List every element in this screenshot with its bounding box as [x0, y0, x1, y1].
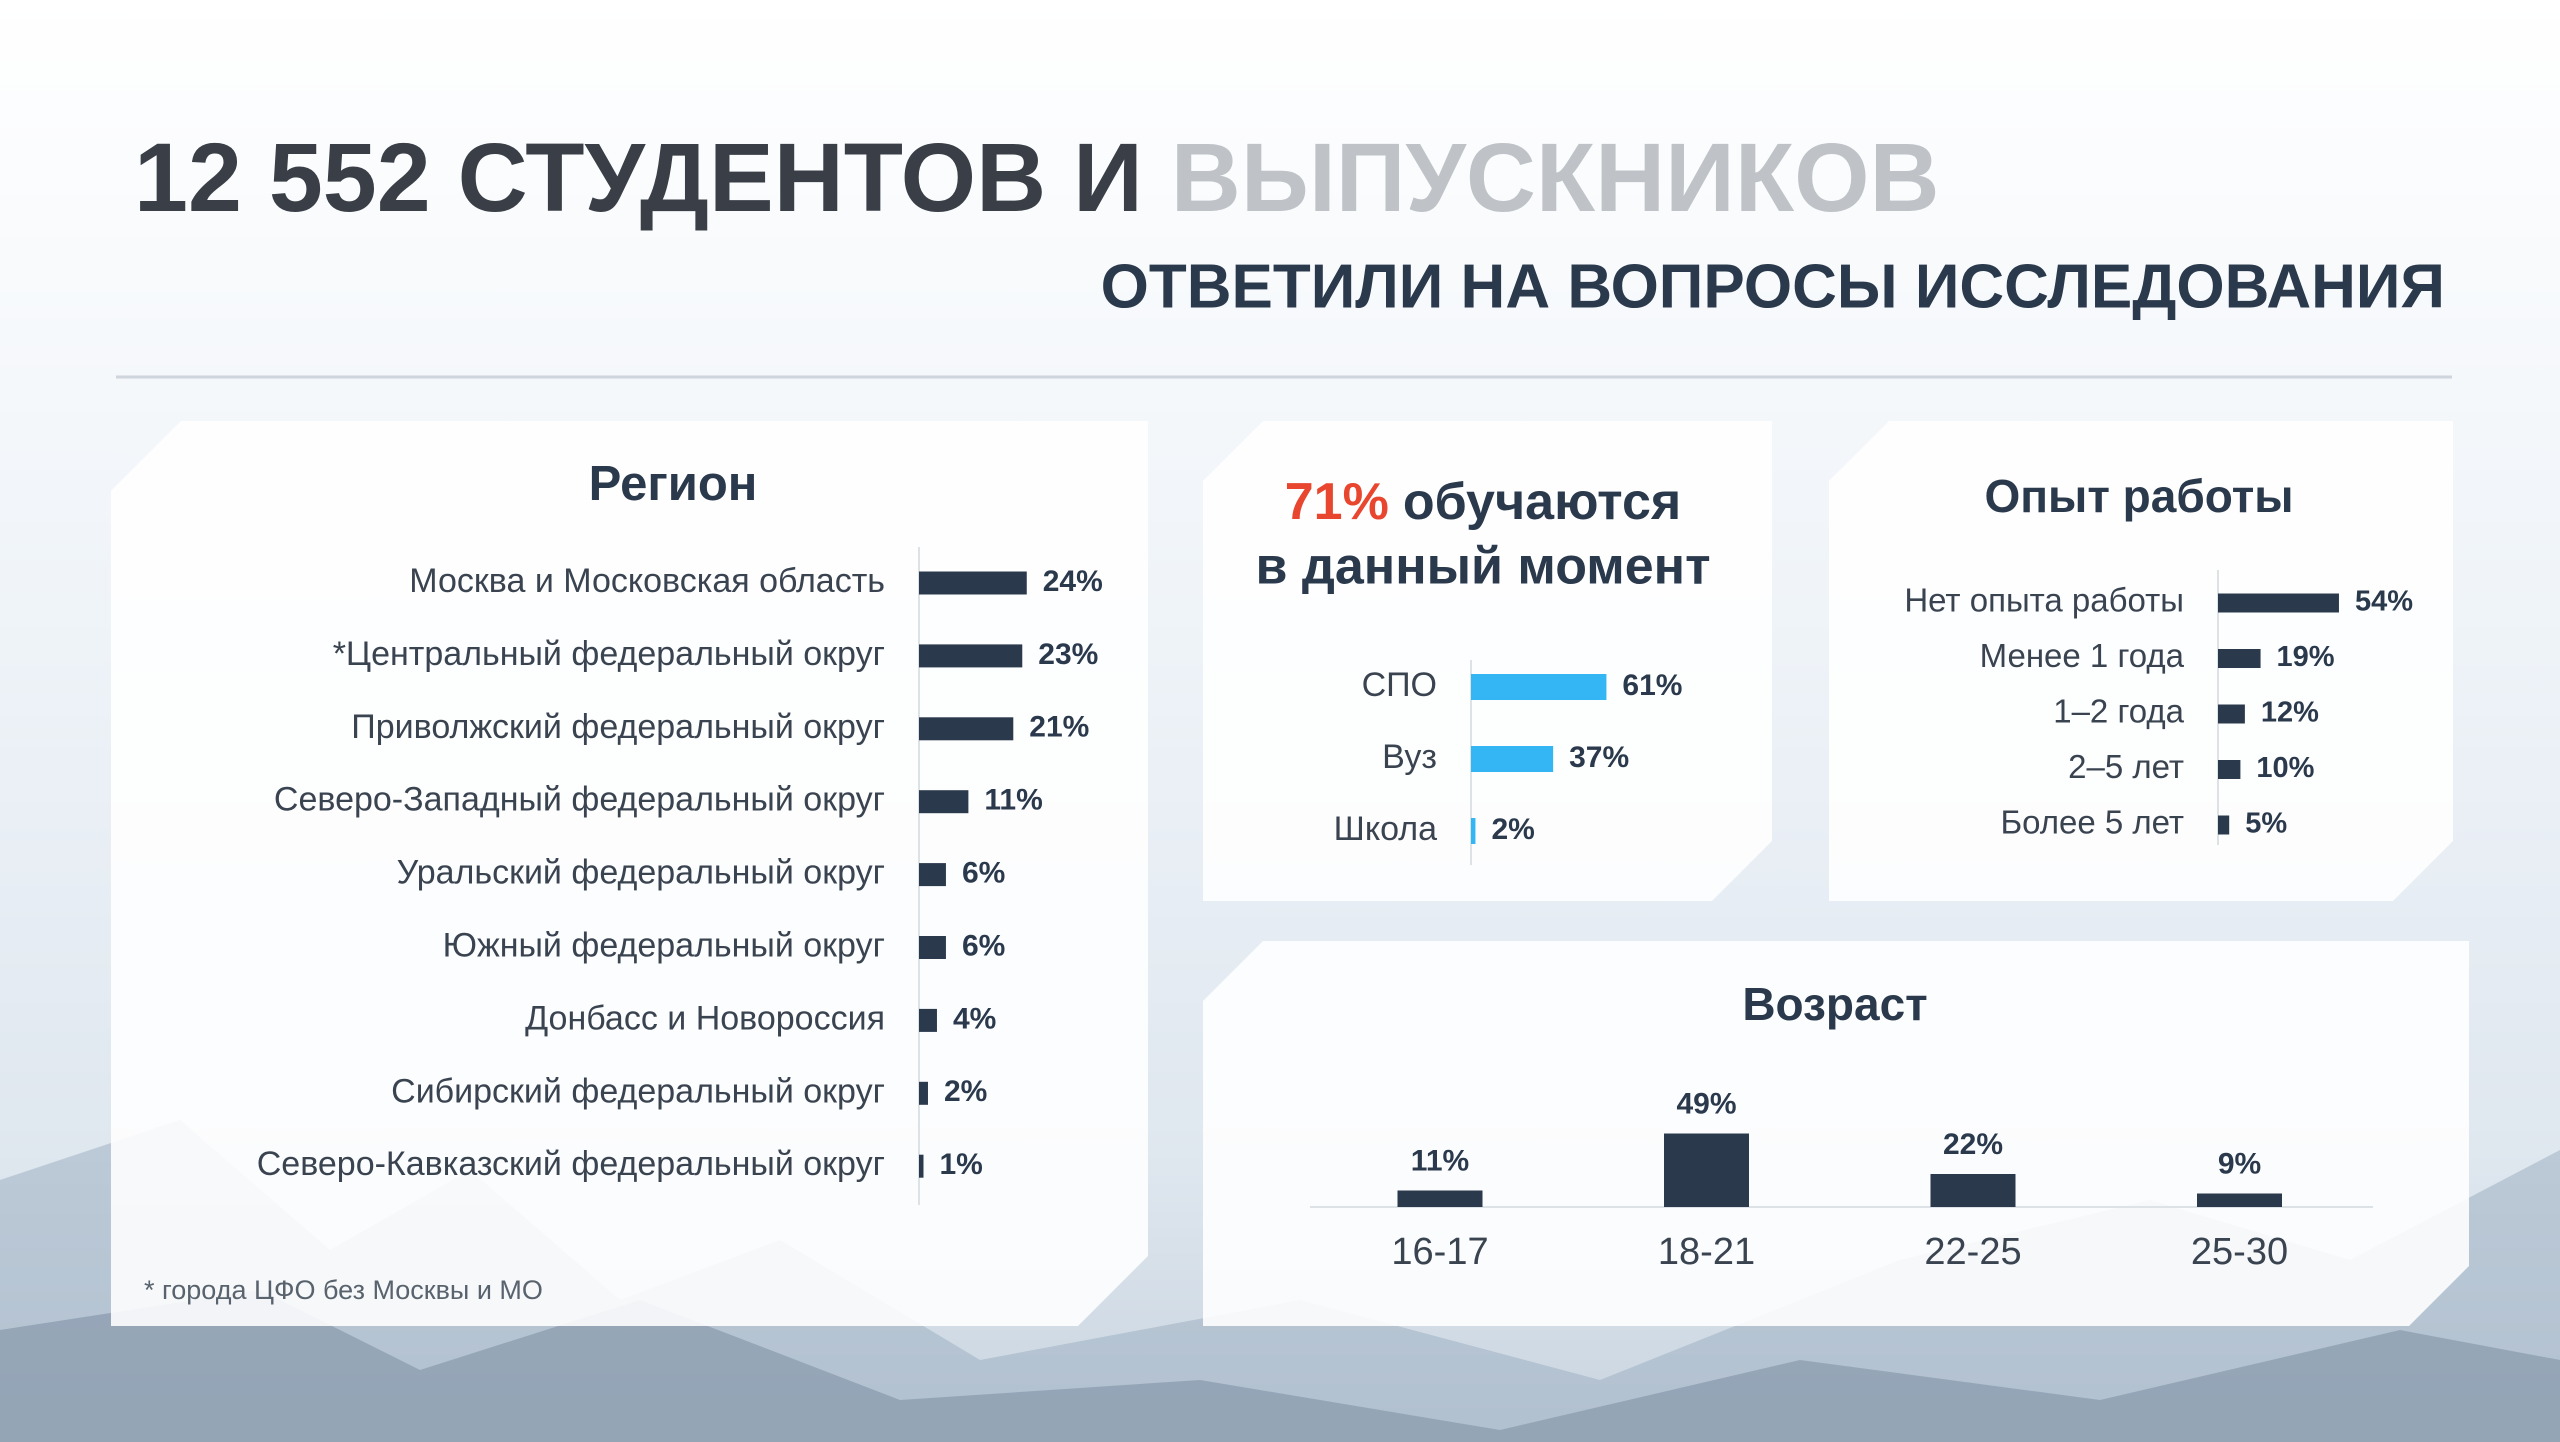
- value-label: 21%: [1029, 711, 1089, 744]
- bar: [2218, 704, 2245, 724]
- category-label: *Центральный федеральный округ: [333, 635, 885, 673]
- value-label: 2%: [1491, 813, 1534, 846]
- bar: [919, 936, 946, 959]
- bar: [919, 1081, 928, 1105]
- category-label: 22-25: [1924, 1231, 2021, 1273]
- bar: [1471, 746, 1554, 772]
- bar: [2218, 649, 2261, 668]
- value-label: 19%: [2277, 641, 2335, 673]
- bar: [919, 644, 1023, 668]
- value-label: 6%: [962, 857, 1005, 890]
- value-label: 49%: [1676, 1087, 1736, 1120]
- mountains: [0, 1120, 2560, 1442]
- value-label: 1%: [939, 1148, 982, 1181]
- bar: [919, 1008, 937, 1032]
- bar: [1471, 818, 1476, 844]
- category-label: СПО: [1362, 666, 1437, 704]
- title-highlight: 71%: [1285, 473, 1389, 531]
- category-label: 25-30: [2191, 1231, 2288, 1273]
- bar: [2218, 760, 2241, 779]
- bar: [1930, 1174, 2016, 1207]
- panel: [1829, 421, 2453, 901]
- value-label: 22%: [1943, 1128, 2003, 1161]
- value-label: 24%: [1043, 565, 1103, 598]
- category-label: Приволжский федеральный округ: [351, 708, 885, 746]
- category-label: Москва и Московская область: [409, 562, 885, 600]
- value-label: 11%: [984, 784, 1042, 817]
- category-label: Школа: [1334, 810, 1437, 848]
- chart-title: Опыт работы: [1984, 470, 2293, 522]
- category-label: Северо-Западный федеральный округ: [274, 781, 885, 819]
- footnote: * города ЦФО без Москвы и МО: [144, 1275, 543, 1305]
- category-label: Донбасс и Новороссия: [525, 999, 885, 1037]
- value-label: 2%: [944, 1075, 987, 1108]
- chart-title: 71% обучаются: [1285, 473, 1681, 531]
- value-label: 10%: [2256, 752, 2314, 784]
- chart-title: Возраст: [1742, 978, 1927, 1030]
- category-label: Нет опыта работы: [1904, 582, 2184, 619]
- bar: [919, 717, 1014, 741]
- category-label: Уральский федеральный округ: [397, 854, 885, 892]
- value-label: 4%: [953, 1002, 996, 1035]
- bar: [2218, 815, 2230, 835]
- category-label: 2–5 лет: [2068, 748, 2184, 785]
- bar: [919, 1154, 924, 1178]
- title-line: обучаются: [1403, 473, 1681, 531]
- title: 12 552 СТУДЕНТОВ И ВЫПУСКНИКОВ: [134, 123, 1940, 232]
- value-label: 12%: [2261, 697, 2319, 729]
- bar: [1397, 1190, 1483, 1207]
- bar: [2197, 1193, 2282, 1207]
- bar: [2218, 593, 2339, 613]
- value-label: 5%: [2245, 808, 2287, 840]
- category-label: Сибирский федеральный округ: [391, 1072, 885, 1110]
- category-label: 16-17: [1391, 1231, 1488, 1273]
- category-label: Вуз: [1382, 738, 1437, 776]
- value-label: 9%: [2218, 1147, 2261, 1180]
- bar: [1664, 1133, 1749, 1207]
- chart-title: Регион: [589, 457, 758, 511]
- bar: [919, 863, 946, 887]
- value-label: 54%: [2355, 586, 2413, 618]
- panel: [1203, 421, 1772, 901]
- bar: [919, 571, 1027, 595]
- panel: [1203, 941, 2469, 1326]
- category-label: Более 5 лет: [2000, 804, 2184, 841]
- category-label: 1–2 года: [2053, 693, 2184, 730]
- title-light: ВЫПУСКНИКОВ: [1171, 123, 1940, 232]
- value-label: 11%: [1411, 1144, 1469, 1177]
- title-dark: 12 552 СТУДЕНТОВ И: [134, 123, 1143, 232]
- value-label: 6%: [962, 929, 1005, 962]
- panels: [111, 421, 2469, 1326]
- chart-title: в данный момент: [1255, 538, 1710, 596]
- subtitle: ОТВЕТИЛИ НА ВОПРОСЫ ИССЛЕДОВАНИЯ: [1101, 252, 2445, 321]
- category-label: Южный федеральный округ: [443, 926, 885, 964]
- category-label: Северо-Кавказский федеральный округ: [257, 1145, 885, 1183]
- bar: [919, 790, 969, 814]
- mountains-front: [0, 1290, 2560, 1442]
- category-label: 18-21: [1658, 1231, 1755, 1273]
- value-label: 37%: [1569, 741, 1629, 774]
- value-label: 61%: [1622, 669, 1682, 702]
- category-label: Менее 1 года: [1980, 637, 2185, 674]
- panel: [111, 421, 1148, 1326]
- bar: [1471, 674, 1607, 700]
- value-label: 23%: [1038, 638, 1098, 671]
